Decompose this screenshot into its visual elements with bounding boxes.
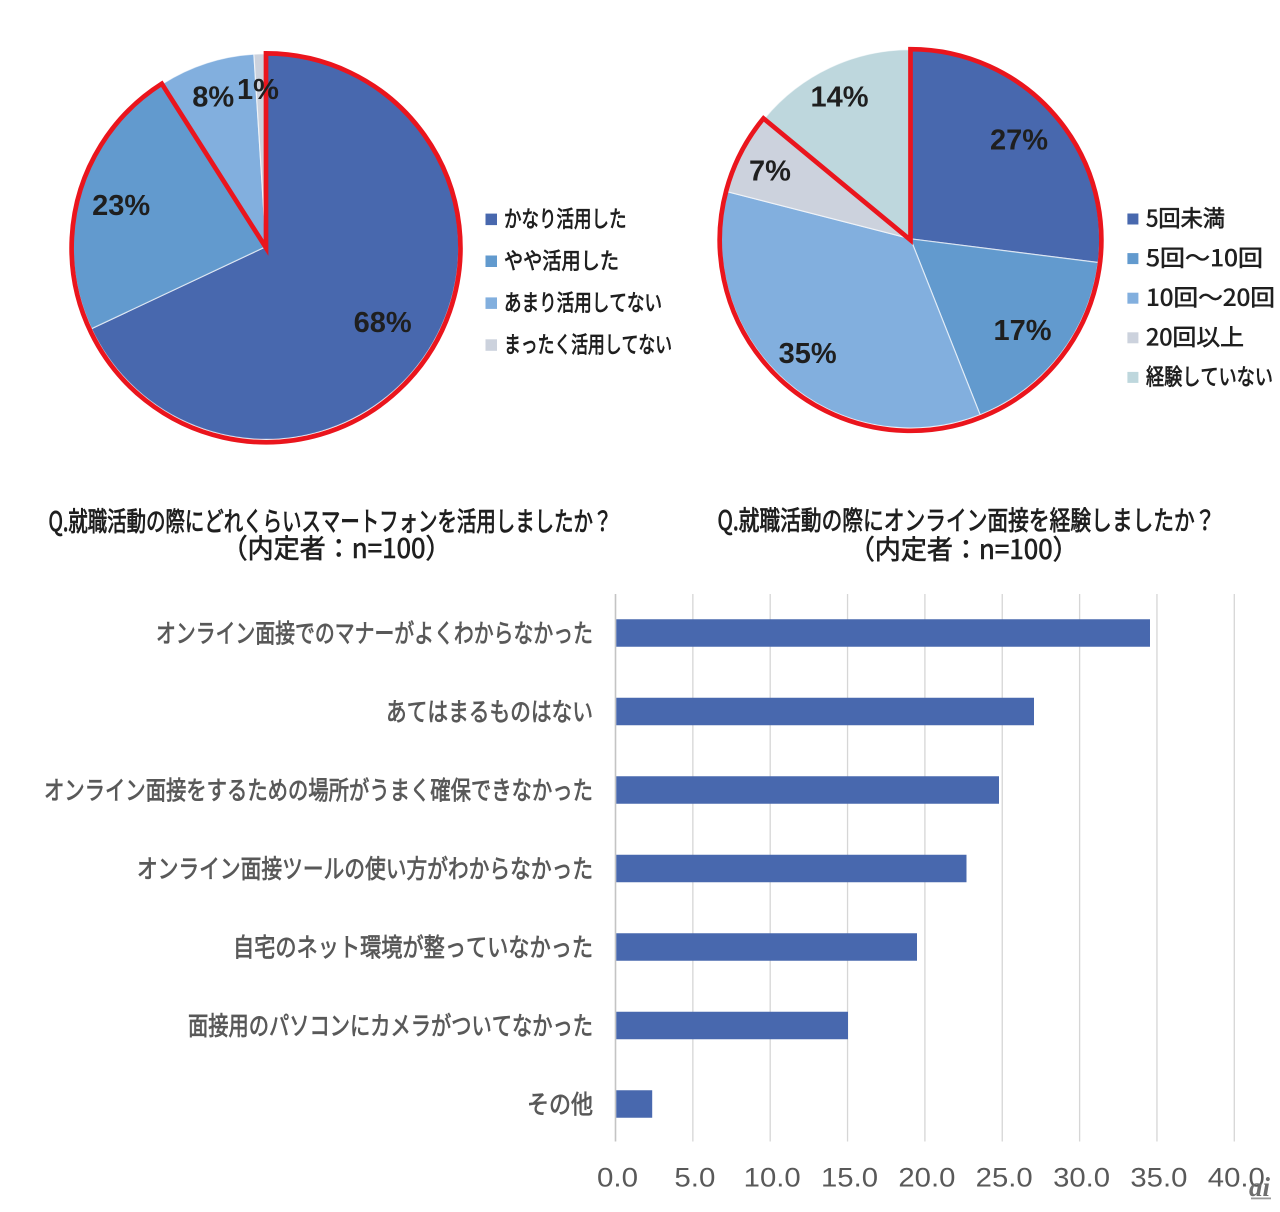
svg-text:1%: 1% <box>237 74 279 106</box>
svg-text:20.0: 20.0 <box>898 1163 955 1193</box>
svg-text:35%: 35% <box>779 338 837 370</box>
svg-text:ai: ai <box>1249 1172 1271 1202</box>
svg-text:7%: 7% <box>749 156 791 188</box>
svg-text:17%: 17% <box>993 315 1051 347</box>
svg-text:35.0: 35.0 <box>1130 1163 1187 1193</box>
svg-text:0.0: 0.0 <box>597 1163 638 1193</box>
svg-text:14%: 14% <box>810 82 868 114</box>
svg-text:23%: 23% <box>92 190 150 222</box>
svg-text:25.0: 25.0 <box>976 1163 1033 1193</box>
svg-text:68%: 68% <box>354 307 412 339</box>
svg-text:10.0: 10.0 <box>744 1163 801 1193</box>
svg-text:8%: 8% <box>192 82 234 114</box>
svg-text:27%: 27% <box>990 125 1048 157</box>
svg-text:40.0: 40.0 <box>1208 1163 1265 1193</box>
svg-text:30.0: 30.0 <box>1053 1163 1110 1193</box>
svg-text:15.0: 15.0 <box>821 1163 878 1193</box>
svg-text:5.0: 5.0 <box>674 1163 715 1193</box>
